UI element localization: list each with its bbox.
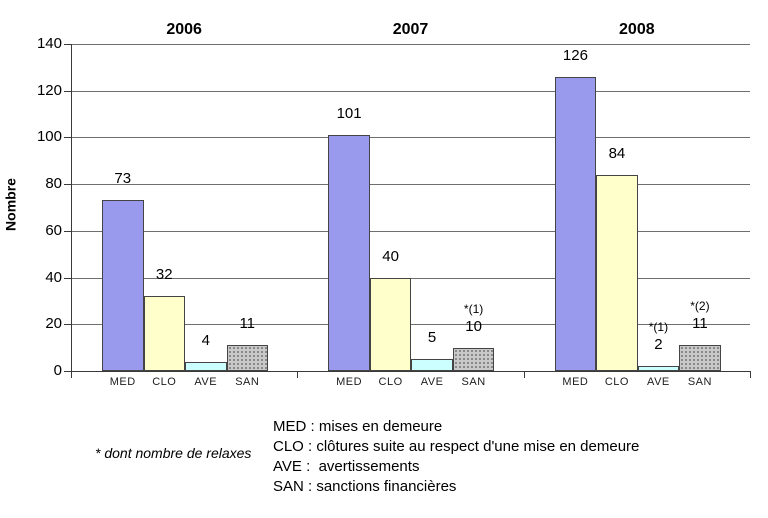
bar-san-2006 (226, 345, 268, 371)
x-axis-tick (297, 371, 298, 378)
y-tick-label: 140 (36, 35, 62, 52)
gridline (71, 184, 750, 185)
y-axis-tick (64, 324, 71, 325)
value-label: 2 (654, 336, 663, 354)
bar-med-2008 (554, 76, 597, 371)
value-label: 10 (465, 317, 482, 335)
gridline (71, 231, 750, 232)
year-label: 2007 (392, 21, 429, 38)
bar-med-2007 (328, 135, 370, 371)
y-tick-label: 0 (53, 362, 62, 379)
y-axis-line (71, 44, 72, 371)
bar-clo-2008 (596, 174, 638, 371)
x-axis-tick (524, 371, 525, 378)
legend-item-med: MED : mises en demeure (273, 418, 443, 435)
bar-clo-2007 (369, 277, 412, 371)
y-axis-tick (64, 44, 71, 45)
category-label: AVE (420, 376, 444, 388)
year-label: 2006 (166, 21, 202, 38)
value-label: 11 (239, 315, 256, 333)
bar-ave-2008 (637, 366, 680, 371)
bar-clo-2006 (143, 296, 185, 371)
category-label: CLO (152, 376, 177, 388)
value-label: 84 (608, 144, 626, 162)
legend-item-san: SAN : sanctions financières (273, 478, 457, 495)
category-label: CLO (604, 376, 629, 388)
category-label: MED (109, 376, 136, 388)
value-label: 4 (201, 331, 210, 349)
category-label: AVE (194, 376, 218, 388)
category-label: SAN (461, 376, 486, 388)
value-label: 126 (562, 46, 588, 64)
year-label: 2008 (619, 21, 655, 38)
footnote: * dont nombre de relaxes (95, 445, 252, 461)
footnote-marker: *(1) (648, 320, 669, 335)
category-label: CLO (378, 376, 403, 388)
category-label: SAN (235, 376, 260, 388)
y-axis-tick (64, 278, 71, 279)
category-label: AVE (647, 376, 670, 388)
value-label: 32 (155, 266, 173, 284)
value-label: 101 (336, 105, 362, 123)
value-label: 40 (382, 247, 399, 265)
bar-med-2006 (102, 200, 144, 371)
y-tick-label: 20 (45, 315, 62, 332)
y-axis-tick (64, 137, 71, 138)
category-label: MED (562, 376, 589, 388)
gridline (71, 44, 750, 45)
category-label: SAN (687, 376, 712, 388)
x-axis-tick (750, 371, 751, 378)
y-axis-title: Nombre (2, 178, 19, 231)
bar-ave-2006 (185, 361, 227, 371)
footnote-marker: *(1) (463, 301, 484, 316)
value-label: 73 (114, 170, 132, 188)
y-tick-label: 120 (36, 82, 62, 99)
y-axis-tick (64, 184, 71, 185)
legend-item-clo: CLO : clôtures suite au respect d'une mi… (273, 438, 640, 455)
gridline (71, 91, 750, 92)
value-label: 5 (427, 329, 437, 347)
y-tick-label: 40 (45, 269, 62, 286)
y-axis-tick (64, 231, 71, 232)
x-axis-line (64, 371, 750, 372)
y-tick-label: 80 (45, 175, 62, 192)
legend-item-ave: AVE : avertissements (273, 458, 420, 475)
bar-san-2007 (452, 347, 495, 371)
legend: MED : mises en demeure CLO : clôtures su… (273, 417, 639, 497)
bar-san-2008 (679, 345, 721, 371)
y-axis-tick (64, 91, 71, 92)
footnote-marker: *(2) (690, 299, 710, 314)
value-label: 11 (692, 315, 708, 333)
bar-ave-2007 (411, 359, 453, 371)
x-axis-tick (71, 371, 72, 378)
y-tick-label: 100 (36, 128, 62, 145)
gridline (71, 137, 750, 138)
category-label: MED (336, 376, 363, 388)
y-tick-label: 60 (45, 222, 62, 239)
